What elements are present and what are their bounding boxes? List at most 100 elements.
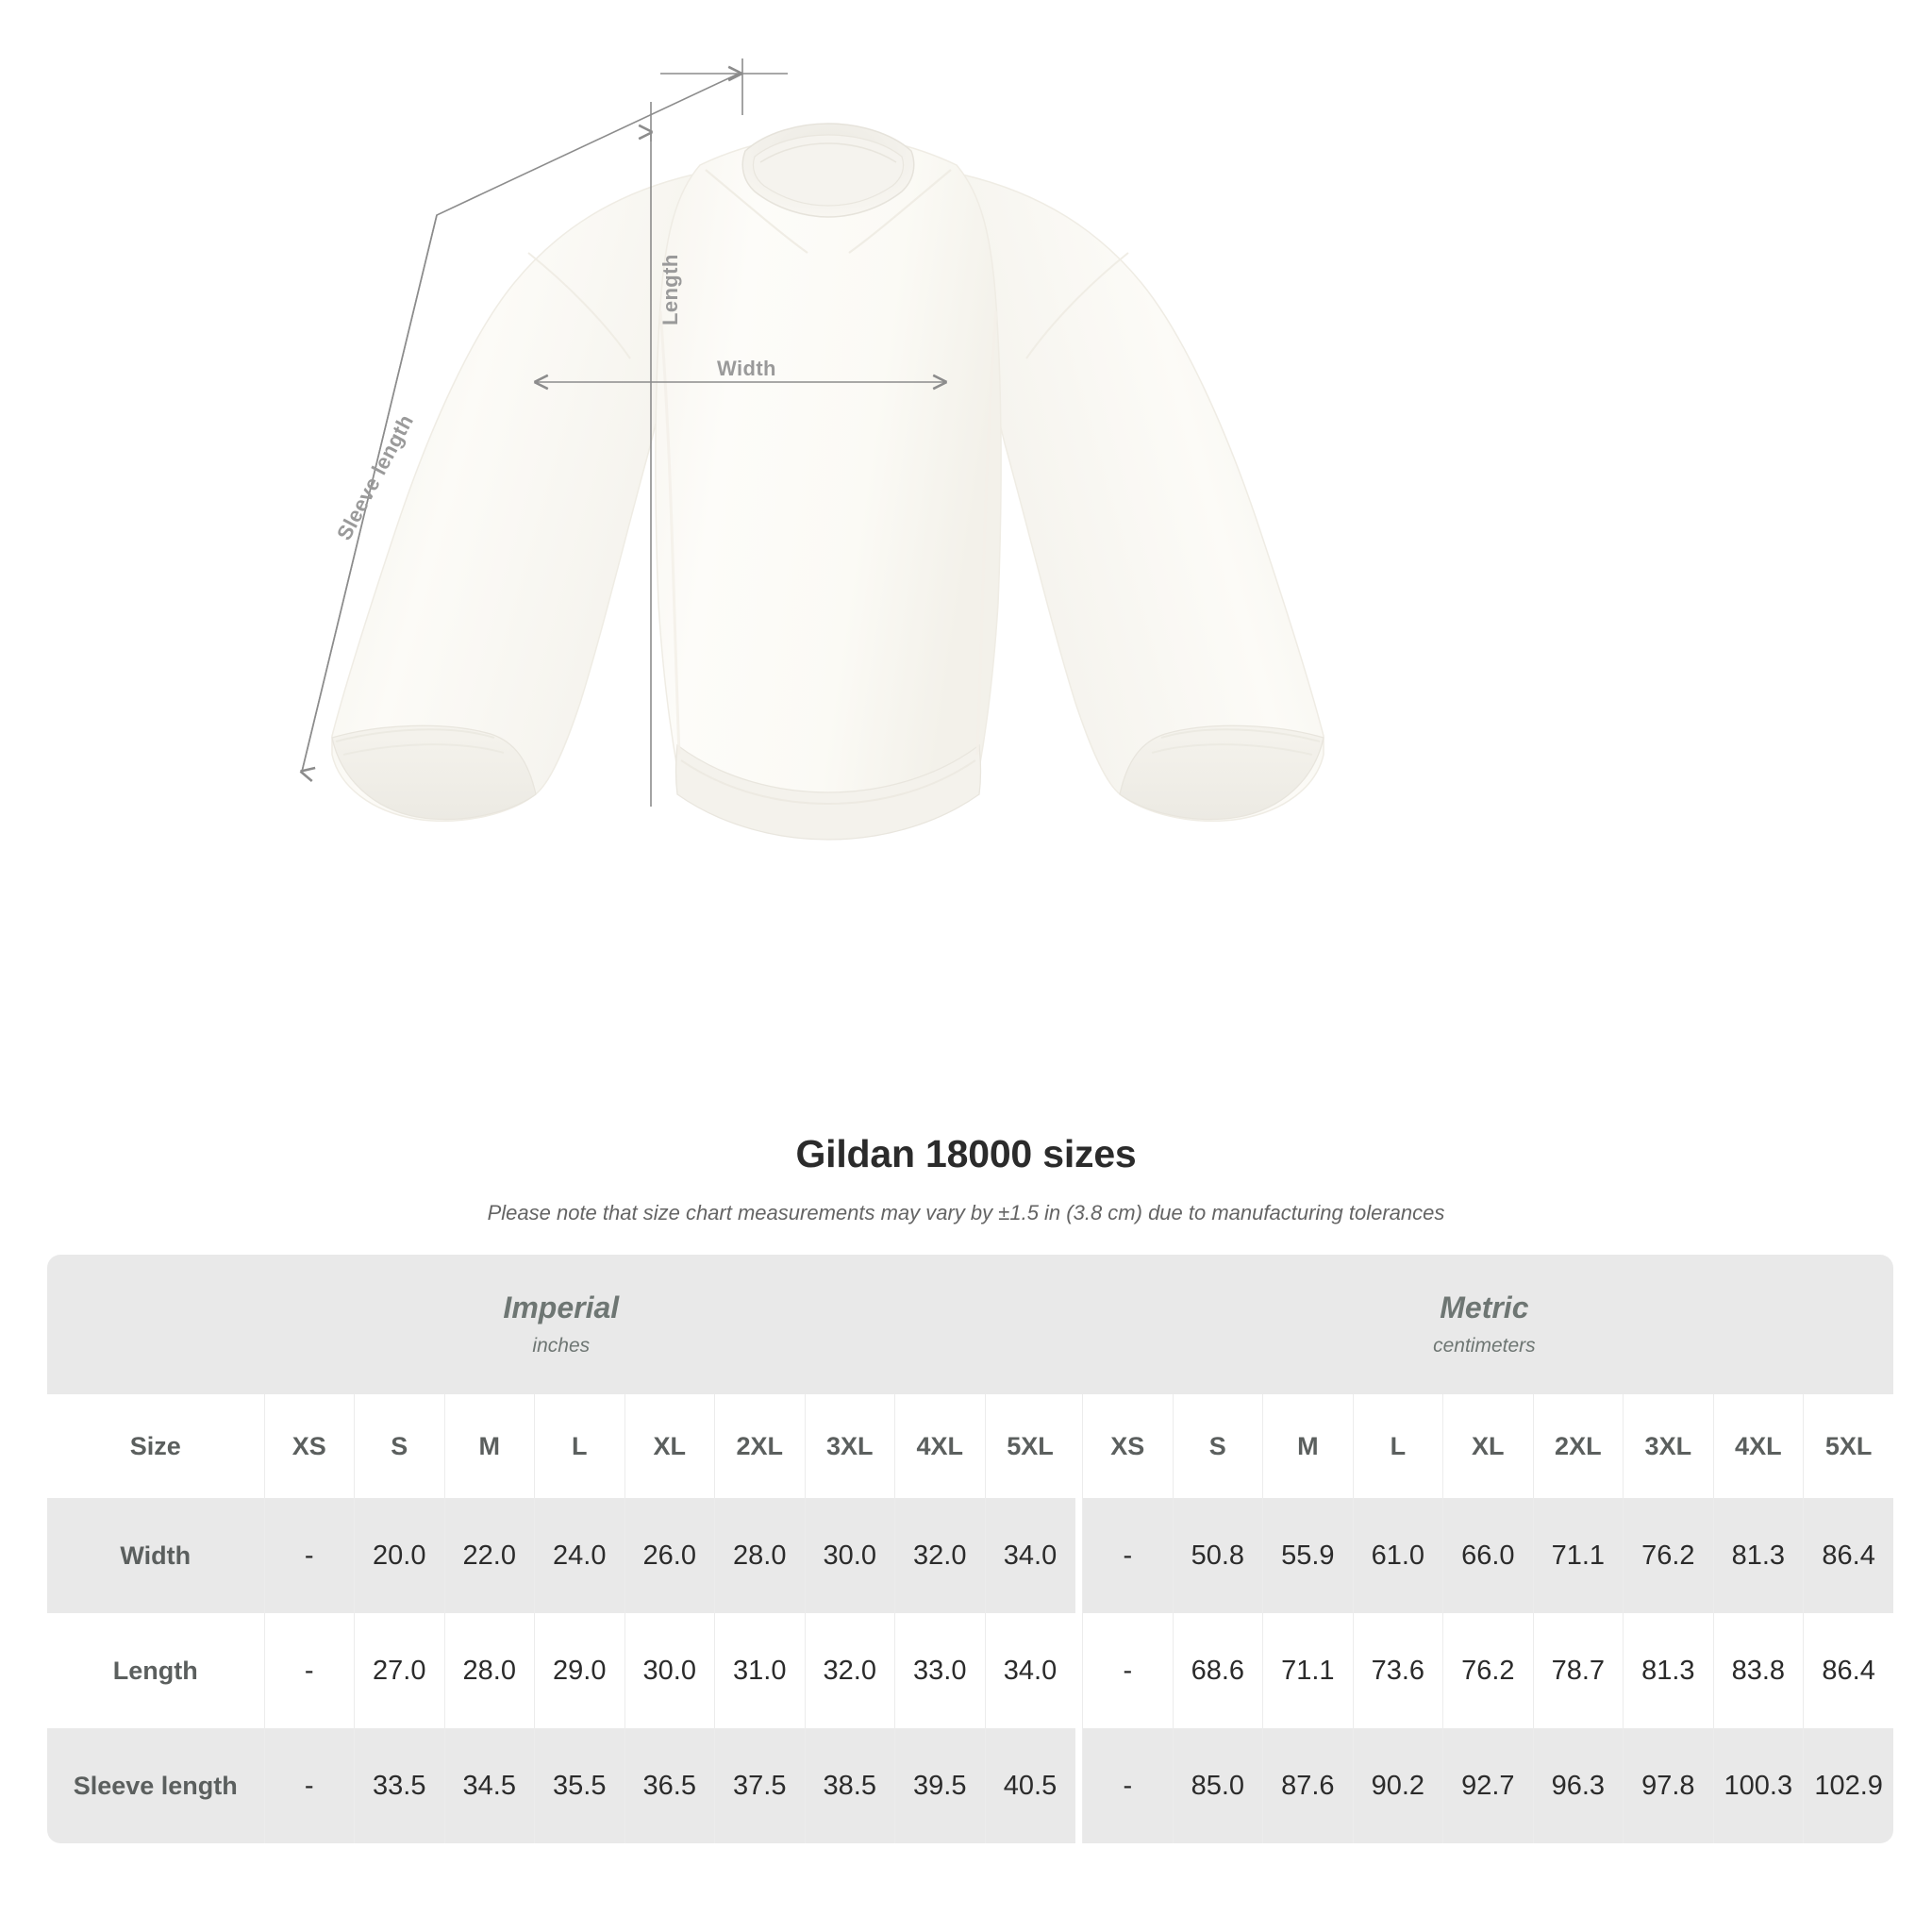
- cell-sleeve-imperial-3xl: 38.5: [804, 1728, 895, 1843]
- row-divider-gap: [1075, 1728, 1083, 1843]
- cell-width-imperial-m: 22.0: [443, 1498, 535, 1613]
- cell-length-imperial-4xl: 33.0: [894, 1613, 985, 1728]
- row-label-width: Width: [47, 1498, 264, 1613]
- size-col-imperial-xs: XS: [263, 1394, 355, 1498]
- cell-width-imperial-2xl: 28.0: [714, 1498, 805, 1613]
- table-row: Sleeve length - 33.5 34.5 35.5 36.5 37.5…: [47, 1728, 1894, 1843]
- cell-sleeve-imperial-xl: 36.5: [624, 1728, 715, 1843]
- size-col-imperial-m: M: [443, 1394, 535, 1498]
- cell-sleeve-metric-xl: 92.7: [1442, 1728, 1534, 1843]
- tolerance-note: Please note that size chart measurements…: [487, 1201, 1445, 1224]
- unit-name-metric: Metric: [1440, 1291, 1529, 1325]
- garment-diagram: Length Width Sleeve length: [299, 58, 1324, 841]
- cell-width-metric-3xl: 76.2: [1623, 1498, 1714, 1613]
- size-col-metric-s: S: [1172, 1394, 1263, 1498]
- size-col-metric-2xl: 2XL: [1532, 1394, 1624, 1498]
- cell-sleeve-imperial-m: 34.5: [443, 1728, 535, 1843]
- cell-length-imperial-2xl: 31.0: [714, 1613, 805, 1728]
- cell-width-metric-2xl: 71.1: [1532, 1498, 1624, 1613]
- cell-length-imperial-l: 29.0: [534, 1613, 625, 1728]
- cell-length-metric-4xl: 83.8: [1712, 1613, 1804, 1728]
- cell-width-imperial-xl: 26.0: [624, 1498, 715, 1613]
- size-col-imperial-5xl: 5XL: [984, 1394, 1075, 1498]
- cell-sleeve-metric-l: 90.2: [1352, 1728, 1443, 1843]
- cell-length-metric-l: 73.6: [1352, 1613, 1443, 1728]
- cell-width-imperial-3xl: 30.0: [804, 1498, 895, 1613]
- cell-sleeve-metric-s: 85.0: [1172, 1728, 1263, 1843]
- sweatshirt-illustration: [331, 123, 1324, 841]
- unit-cell-imperial: Imperial inches: [47, 1255, 1075, 1394]
- cell-width-metric-xl: 66.0: [1442, 1498, 1534, 1613]
- cell-sleeve-metric-5xl: 102.9: [1803, 1728, 1894, 1843]
- cell-width-metric-m: 55.9: [1262, 1498, 1354, 1613]
- size-col-metric-xs: XS: [1082, 1394, 1174, 1498]
- row-divider-gap: [1075, 1498, 1083, 1613]
- unit-name-imperial: Imperial: [503, 1291, 620, 1325]
- cell-sleeve-metric-m: 87.6: [1262, 1728, 1354, 1843]
- size-col-metric-5xl: 5XL: [1803, 1394, 1894, 1498]
- cell-length-imperial-xl: 30.0: [624, 1613, 715, 1728]
- cell-width-imperial-4xl: 32.0: [894, 1498, 985, 1613]
- chart-title-block: Gildan 18000 sizes Please note that size…: [0, 1132, 1932, 1225]
- cell-length-metric-s: 68.6: [1172, 1613, 1263, 1728]
- size-col-imperial-3xl: 3XL: [804, 1394, 895, 1498]
- cell-width-imperial-xs: -: [263, 1498, 355, 1613]
- cell-length-metric-xs: -: [1082, 1613, 1174, 1728]
- cell-width-metric-s: 50.8: [1172, 1498, 1263, 1613]
- unit-cell-metric: Metric centimeters: [1074, 1255, 1894, 1394]
- cell-length-metric-3xl: 81.3: [1623, 1613, 1714, 1728]
- cell-sleeve-imperial-4xl: 39.5: [894, 1728, 985, 1843]
- unit-divider-gap: [1075, 1394, 1083, 1498]
- cell-sleeve-metric-3xl: 97.8: [1623, 1728, 1714, 1843]
- unit-sub-imperial: inches: [532, 1334, 591, 1357]
- cell-width-imperial-s: 20.0: [354, 1498, 444, 1613]
- cell-length-metric-m: 71.1: [1262, 1613, 1354, 1728]
- cell-sleeve-metric-2xl: 96.3: [1532, 1728, 1624, 1843]
- table-row: Width - 20.0 22.0 24.0 26.0 28.0 30.0 32…: [47, 1498, 1894, 1613]
- row-divider-gap: [1074, 1613, 1083, 1728]
- cell-sleeve-metric-4xl: 100.3: [1712, 1728, 1804, 1843]
- size-col-metric-xl: XL: [1442, 1394, 1534, 1498]
- cell-sleeve-imperial-l: 35.5: [534, 1728, 625, 1843]
- cell-sleeve-imperial-xs: -: [263, 1728, 355, 1843]
- page-title: Gildan 18000 sizes: [795, 1132, 1137, 1175]
- unit-sub-metric: centimeters: [1433, 1334, 1536, 1357]
- size-col-metric-m: M: [1262, 1394, 1354, 1498]
- size-col-imperial-l: L: [534, 1394, 625, 1498]
- unit-banner-row: Imperial inches Metric centimeters: [47, 1255, 1894, 1394]
- cell-length-imperial-5xl: 34.0: [984, 1613, 1075, 1728]
- size-col-imperial-4xl: 4XL: [894, 1394, 985, 1498]
- cell-length-metric-2xl: 78.7: [1532, 1613, 1624, 1728]
- cell-width-metric-l: 61.0: [1352, 1498, 1443, 1613]
- table-row: Length - 27.0 28.0 29.0 30.0 31.0 32.0 3…: [47, 1613, 1894, 1728]
- measurement-annotations: [299, 58, 948, 807]
- cell-sleeve-metric-xs: -: [1082, 1728, 1174, 1843]
- cell-width-metric-4xl: 81.3: [1712, 1498, 1804, 1613]
- size-table-container: Imperial inches Metric centimeters Size …: [47, 1255, 1894, 1843]
- size-header-label: Size: [47, 1394, 264, 1498]
- cell-length-imperial-3xl: 32.0: [804, 1613, 895, 1728]
- size-col-metric-3xl: 3XL: [1623, 1394, 1714, 1498]
- cell-sleeve-imperial-2xl: 37.5: [714, 1728, 805, 1843]
- size-table: Imperial inches Metric centimeters Size …: [47, 1255, 1894, 1843]
- cell-length-metric-xl: 76.2: [1442, 1613, 1534, 1728]
- cell-width-metric-5xl: 86.4: [1803, 1498, 1894, 1613]
- cell-width-imperial-l: 24.0: [534, 1498, 625, 1613]
- size-col-imperial-2xl: 2XL: [714, 1394, 805, 1498]
- row-label-length: Length: [47, 1613, 264, 1728]
- width-measurement-label: Width: [717, 357, 776, 380]
- cell-length-metric-5xl: 86.4: [1803, 1613, 1894, 1728]
- cell-sleeve-imperial-5xl: 40.5: [984, 1728, 1075, 1843]
- cell-sleeve-imperial-s: 33.5: [354, 1728, 444, 1843]
- cell-length-imperial-xs: -: [263, 1613, 355, 1728]
- cell-length-imperial-m: 28.0: [443, 1613, 535, 1728]
- size-col-metric-l: L: [1352, 1394, 1443, 1498]
- cell-width-metric-xs: -: [1082, 1498, 1174, 1613]
- row-label-sleeve-length: Sleeve length: [47, 1728, 264, 1843]
- size-col-imperial-xl: XL: [624, 1394, 715, 1498]
- size-col-metric-4xl: 4XL: [1712, 1394, 1804, 1498]
- cell-width-imperial-5xl: 34.0: [984, 1498, 1075, 1613]
- size-header-row: Size XS S M L XL 2XL 3XL 4XL 5XL XS S M …: [47, 1394, 1894, 1498]
- length-measurement-label: Length: [658, 254, 682, 325]
